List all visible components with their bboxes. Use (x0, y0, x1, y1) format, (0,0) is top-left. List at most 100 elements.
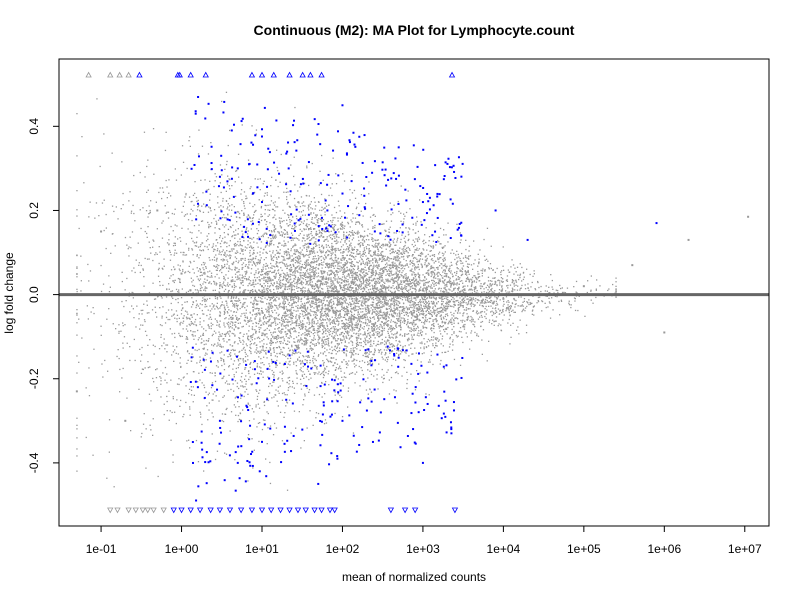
grey-point (370, 274, 373, 277)
grey-point (300, 276, 302, 278)
grey-point (215, 254, 217, 256)
grey-point (356, 298, 358, 300)
grey-point (88, 395, 91, 397)
grey-point (441, 338, 443, 340)
grey-point (311, 238, 313, 240)
grey-point (346, 314, 348, 317)
grey-point (297, 339, 300, 341)
grey-point (393, 307, 395, 309)
grey-point (171, 212, 173, 215)
grey-point (180, 399, 182, 402)
grey-point (429, 312, 431, 315)
grey-point (380, 321, 383, 323)
grey-point (226, 284, 229, 286)
grey-point (117, 218, 119, 220)
grey-point (225, 163, 228, 166)
grey-point (327, 249, 329, 251)
grey-point (255, 307, 258, 310)
grey-point (424, 282, 427, 284)
grey-point (143, 413, 145, 415)
grey-point (224, 311, 226, 313)
grey-point (339, 227, 342, 229)
grey-point (220, 335, 223, 337)
grey-point (459, 242, 461, 244)
grey-point (539, 296, 541, 298)
grey-point (284, 296, 286, 298)
grey-point (328, 254, 330, 256)
grey-point (76, 113, 78, 115)
grey-point (391, 314, 393, 316)
grey-point (436, 314, 438, 316)
grey-point (140, 227, 142, 230)
grey-point (537, 280, 539, 283)
grey-point (471, 276, 474, 279)
grey-point (315, 238, 317, 240)
grey-point (295, 315, 297, 318)
grey-point (367, 355, 369, 357)
grey-point (289, 270, 291, 273)
grey-point (473, 298, 475, 301)
grey-point (466, 271, 468, 273)
grey-point (386, 304, 388, 306)
grey-point (219, 237, 221, 239)
grey-point (432, 240, 435, 242)
grey-point (316, 284, 318, 286)
grey-point (383, 291, 385, 293)
grey-point (337, 247, 339, 250)
grey-point (346, 350, 348, 352)
grey-point (348, 289, 350, 291)
grey-point (246, 305, 248, 307)
grey-point (428, 280, 430, 283)
grey-point (347, 327, 349, 329)
grey-point (418, 282, 420, 284)
grey-point (173, 266, 175, 268)
grey-point (383, 314, 386, 316)
grey-point (255, 255, 257, 258)
grey-point (236, 305, 238, 307)
grey-point (402, 347, 404, 349)
grey-point (320, 259, 322, 261)
grey-point (215, 269, 218, 271)
grey-point (486, 227, 489, 229)
grey-point (342, 252, 344, 254)
grey-point (544, 290, 546, 292)
grey-point (408, 295, 410, 297)
grey-point (278, 318, 280, 321)
grey-point (311, 323, 313, 325)
grey-point (434, 304, 436, 307)
grey-point (317, 272, 320, 274)
grey-point (298, 234, 300, 237)
grey-point (214, 391, 216, 393)
grey-point (249, 255, 251, 257)
grey-point (211, 308, 213, 310)
grey-point (226, 242, 228, 244)
grey-point (81, 337, 83, 339)
grey-point (315, 304, 318, 306)
grey-point (309, 268, 311, 270)
grey-point (145, 467, 147, 469)
grey-point (511, 259, 513, 261)
grey-point (189, 260, 191, 263)
grey-point (293, 341, 295, 343)
grey-point (473, 263, 475, 265)
grey-point (377, 267, 379, 270)
grey-point (454, 310, 457, 312)
grey-point (459, 327, 462, 329)
grey-point (315, 298, 317, 300)
grey-point (364, 331, 366, 333)
grey-point (324, 312, 327, 315)
grey-point (487, 280, 490, 282)
grey-point (308, 378, 310, 381)
grey-point (192, 333, 194, 336)
grey-point (264, 333, 267, 335)
grey-point (231, 235, 234, 237)
grey-point (389, 328, 391, 330)
grey-point (134, 359, 136, 362)
grey-point (366, 324, 368, 327)
grey-point (222, 396, 224, 398)
grey-point (380, 309, 382, 311)
grey-point (359, 342, 361, 344)
grey-point (374, 227, 376, 229)
grey-point (387, 339, 389, 341)
grey-point (412, 279, 414, 281)
